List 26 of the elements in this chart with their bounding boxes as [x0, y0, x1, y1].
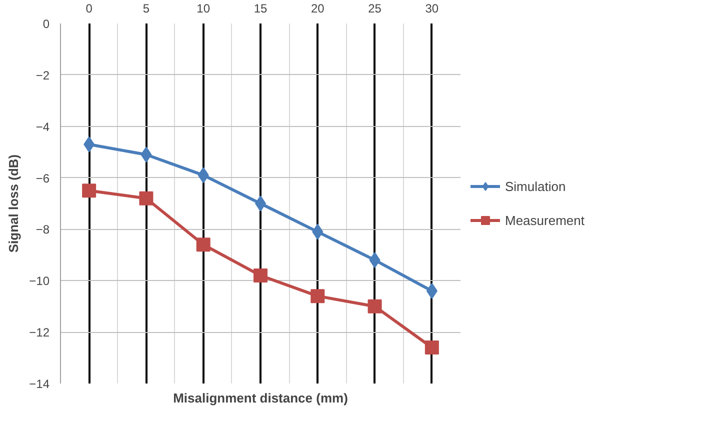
legend-label: Simulation: [505, 178, 566, 194]
point: [254, 268, 268, 282]
x-tick-label: 5: [142, 2, 150, 16]
y-tick-label: 0: [42, 17, 50, 31]
point: [139, 191, 154, 206]
x-axis-title: Misalignment distance (mm): [173, 390, 348, 406]
legend-label: Measurement: [505, 212, 584, 228]
point: [82, 184, 96, 198]
x-tick-label: 15: [254, 2, 268, 16]
x-tick-label: 25: [368, 2, 382, 16]
y-tick-label: −6: [36, 171, 50, 186]
x-tick-label: 0: [86, 2, 93, 16]
y-tick-label: −8: [36, 222, 50, 237]
x-tick-label: 10: [196, 2, 210, 16]
y-axis-title: Signal loss (dB): [6, 154, 22, 253]
y-tick-label: −14: [29, 377, 50, 391]
point: [310, 289, 325, 304]
y-tick-label: −2: [36, 68, 50, 82]
y-tick-label: −10: [29, 274, 50, 288]
x-tick-label: 20: [310, 2, 325, 16]
x-tick-label: 30: [425, 2, 439, 16]
y-tick-label: −12: [29, 326, 50, 340]
point: [368, 299, 382, 314]
y-tick-label: −4: [36, 120, 50, 134]
point: [196, 238, 210, 252]
point: [424, 340, 439, 354]
